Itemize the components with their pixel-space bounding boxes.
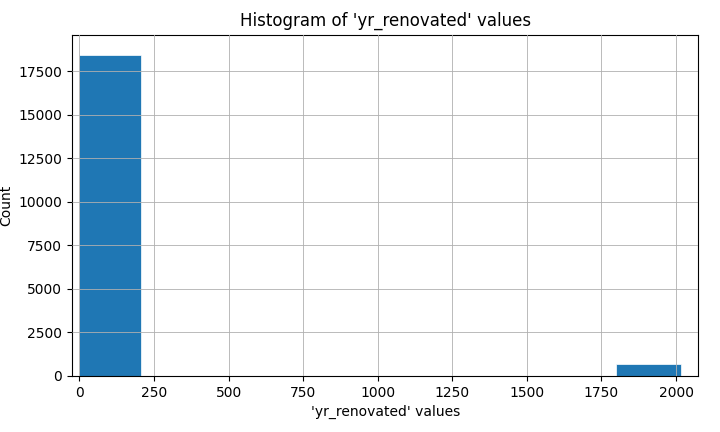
Bar: [79, 55, 140, 376]
Y-axis label: Count: Count: [0, 184, 13, 226]
X-axis label: 'yr_renovated' values: 'yr_renovated' values: [310, 405, 460, 419]
Bar: [616, 364, 680, 376]
Title: Histogram of 'yr_renovated' values: Histogram of 'yr_renovated' values: [240, 12, 531, 31]
